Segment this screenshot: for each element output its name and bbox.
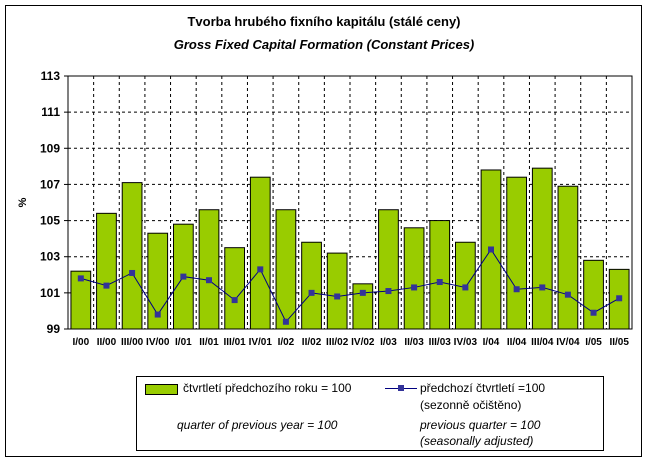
line-point [257, 266, 264, 273]
series-line [80, 248, 620, 323]
bar [224, 247, 246, 330]
legend-line-label-en-sub: (seasonally adjusted) [420, 434, 534, 448]
y-tick-label: 103 [40, 250, 60, 264]
line-point [411, 284, 418, 291]
bar [121, 182, 143, 330]
x-tick-label: I/05 [585, 337, 602, 348]
legend-line-label-sub: (sezonně očištěno) [420, 398, 522, 412]
line-point [231, 297, 238, 304]
legend-line-marker [398, 385, 404, 391]
x-tick-label: III/02 [326, 337, 349, 348]
line-point [616, 295, 623, 302]
y-tick-label: 107 [40, 177, 60, 191]
y-tick-label: 99 [47, 322, 61, 336]
x-tick-label: I/04 [483, 337, 500, 348]
x-tick-label: IV/01 [249, 337, 273, 348]
x-tick-label: III/00 [121, 337, 144, 348]
line-point [282, 318, 289, 325]
bar [429, 220, 451, 330]
x-tick-label: II/05 [609, 337, 629, 348]
x-tick-label: III/03 [429, 337, 452, 348]
line-point [436, 279, 443, 286]
line-point [180, 273, 187, 280]
chart-subtitle: Gross Fixed Capital Formation (Constant … [173, 37, 475, 52]
line-point [77, 275, 84, 282]
x-tick-label: IV/02 [351, 337, 375, 348]
x-tick-label: I/00 [72, 337, 89, 348]
y-tick-label: 111 [41, 105, 60, 119]
line-point [359, 289, 366, 296]
line-point [539, 284, 546, 291]
x-tick-label: I/03 [380, 337, 397, 348]
x-tick-label: II/03 [404, 337, 424, 348]
line-point [385, 288, 392, 295]
x-tick-label: I/01 [175, 337, 192, 348]
x-tick-label: III/04 [531, 337, 554, 348]
y-tick-label: 105 [40, 214, 60, 228]
bar [531, 167, 553, 330]
bar [275, 209, 297, 330]
x-tick-label: I/02 [278, 337, 295, 348]
x-tick-label: II/01 [199, 337, 219, 348]
line-point [308, 289, 315, 296]
line-point [564, 291, 571, 298]
bar [96, 212, 117, 330]
legend-line-label-en: previous quarter = 100 [420, 418, 541, 432]
line-point [334, 293, 341, 300]
bar [70, 270, 92, 330]
x-tick-label: III/01 [224, 337, 247, 348]
bar [249, 176, 271, 330]
line-point [206, 277, 212, 284]
bar [198, 209, 220, 330]
bar [557, 185, 579, 330]
line-point [590, 309, 597, 316]
line-point [154, 311, 161, 318]
bar [403, 227, 425, 330]
chart-legend: čtvrtletí předchozího roku = 100 quarter… [136, 376, 604, 451]
x-tick-label: II/00 [97, 337, 117, 348]
line-point [462, 284, 469, 291]
line-point [488, 246, 494, 253]
y-tick-label: 113 [41, 69, 61, 83]
legend-bar-swatch [145, 384, 178, 395]
x-tick-label: IV/03 [454, 337, 478, 348]
line-point [513, 286, 520, 293]
y-tick-label: 109 [40, 141, 60, 155]
x-tick-label: II/02 [302, 337, 322, 348]
bar [506, 176, 528, 330]
bar [352, 283, 374, 330]
y-tick-label: 101 [40, 286, 60, 300]
x-tick-label: II/04 [507, 337, 527, 348]
x-tick-label: IV/04 [556, 337, 580, 348]
bar [583, 259, 604, 330]
bar [301, 241, 322, 330]
bar [378, 209, 399, 330]
x-tick-label: IV/00 [146, 337, 170, 348]
bar [147, 232, 169, 330]
legend-bar-label-en: quarter of previous year = 100 [177, 418, 338, 432]
line-point [103, 282, 110, 289]
y-axis-label: % [17, 197, 29, 207]
legend-line-label: předchozí čtvrtletí =100 [420, 381, 546, 395]
line-point [129, 269, 136, 276]
legend-bar-label: čtvrtletí předchozího roku = 100 [183, 381, 352, 395]
chart-title: Tvorba hrubého fixního kapitálu (stálé c… [187, 14, 461, 29]
bar [326, 252, 348, 330]
